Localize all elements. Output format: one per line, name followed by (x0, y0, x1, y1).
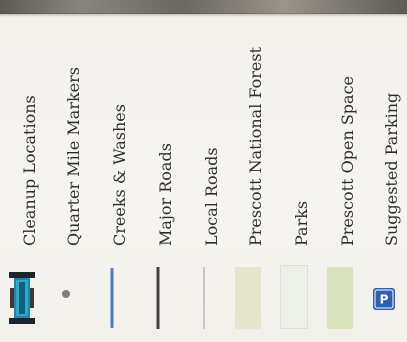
legend-label-cleanup-locations: Cleanup Locations (20, 95, 39, 246)
legend-label-open-space: Prescott Open Space (338, 75, 357, 246)
parking-icon: P (373, 288, 395, 310)
legend-label-national-forest: Prescott National Forest (246, 46, 265, 246)
legend-item-local-roads: Local Roads (182, 0, 226, 342)
parks-fill-swatch (280, 265, 308, 329)
marker-dot-icon (62, 290, 70, 298)
creek-line-icon (110, 268, 114, 328)
legend-item-national-forest: Prescott National Forest (226, 0, 270, 342)
legend-item-creeks-washes: Creeks & Washes (90, 0, 134, 342)
forest-fill-swatch (235, 267, 261, 329)
local-road-line-icon (203, 267, 205, 329)
legend-item-major-roads: Major Roads (136, 0, 180, 342)
legend-label-creeks-washes: Creeks & Washes (110, 104, 129, 246)
legend-item-open-space: Prescott Open Space (318, 0, 362, 342)
legend-label-major-roads: Major Roads (156, 143, 175, 246)
map-edge (0, 0, 407, 17)
open-space-fill-swatch (327, 267, 353, 329)
parking-glyph: P (380, 293, 389, 307)
legend-item-suggested-parking: P Suggested Parking (362, 0, 406, 342)
cleanup-location-icon (9, 272, 35, 324)
legend-label-quarter-mile-markers: Quarter Mile Markers (64, 66, 83, 246)
legend-label-suggested-parking: Suggested Parking (382, 92, 401, 246)
legend-label-local-roads: Local Roads (202, 147, 221, 246)
legend-item-quarter-mile-markers: Quarter Mile Markers (44, 0, 88, 342)
legend-item-parks: Parks (272, 0, 316, 342)
major-road-line-icon (156, 267, 160, 329)
legend-item-cleanup-locations: Cleanup Locations (0, 0, 44, 342)
legend-label-parks: Parks (292, 200, 311, 246)
